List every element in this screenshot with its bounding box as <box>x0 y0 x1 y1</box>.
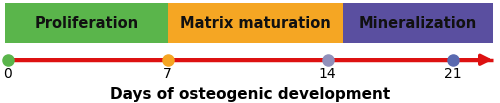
Text: 21: 21 <box>444 67 462 81</box>
Bar <box>168 3 342 43</box>
Bar <box>342 3 492 43</box>
Text: Matrix maturation: Matrix maturation <box>180 16 330 31</box>
Bar <box>5 3 168 43</box>
Text: 0: 0 <box>3 67 12 81</box>
Text: 14: 14 <box>318 67 336 81</box>
Text: Days of osteogenic development: Days of osteogenic development <box>110 87 390 102</box>
Text: Proliferation: Proliferation <box>34 16 138 31</box>
Text: 7: 7 <box>163 67 172 81</box>
Text: Mineralization: Mineralization <box>358 16 476 31</box>
